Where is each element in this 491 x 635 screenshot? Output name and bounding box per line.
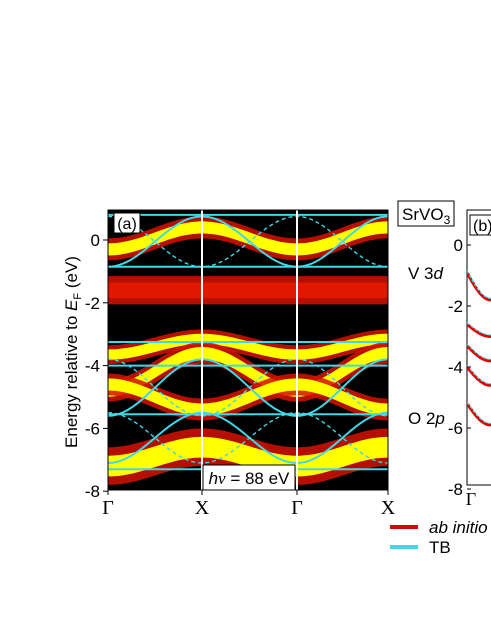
y-axis-b: 0 -2 -4 -6 -8 [448, 236, 471, 499]
tb-curve-b [467, 401, 491, 424]
panel-b-label-box [469, 214, 491, 236]
tb-band-dashed-V3d [108, 215, 388, 268]
y-tick-label-b: -4 [448, 358, 463, 377]
panel-b-curves [467, 270, 491, 427]
ab-initio-curve [467, 271, 491, 302]
o2p-band-1 [108, 333, 388, 360]
o2p-band-3 [108, 378, 388, 416]
panel-a-label-box [113, 212, 141, 234]
ab-initio-curve [467, 344, 491, 363]
compound-label-box [397, 200, 455, 227]
photon-energy-box [202, 464, 296, 491]
o2p-band-4 [108, 436, 388, 477]
ab-initio-curve [467, 323, 491, 338]
y-tick-label-b: -2 [448, 297, 463, 316]
x-tick-label: Γ [291, 497, 303, 519]
v3d-annotation: V 3d [408, 264, 444, 283]
y-tick-label: -8 [85, 482, 100, 501]
tb-band-dashed-O2p-lower [108, 412, 388, 464]
o2p-annotation: O 2p [408, 409, 445, 428]
y-tick-label-b: -6 [448, 419, 463, 438]
ab-initio-curve [467, 366, 491, 387]
legend-label-tb: TB [429, 538, 451, 557]
legend-label-ab-initio: ab initio [429, 518, 488, 537]
panel-a-label: (a) [117, 216, 137, 233]
x-tick-label: X [381, 497, 396, 519]
tb-curve-b [467, 365, 491, 385]
arpes-intensity-map [108, 216, 388, 485]
incoherent-band [108, 282, 388, 298]
y-tick-label-b: 0 [454, 236, 463, 255]
x-tick-label: X [195, 497, 210, 519]
tb-band-O2p-lower [108, 411, 388, 464]
ab-initio-curve [467, 402, 491, 427]
legend: ab initio TB [390, 518, 488, 557]
y-tick-label: -6 [85, 419, 100, 438]
y-tick-label-b: -8 [448, 480, 463, 499]
panel-b-label: (b) [473, 218, 491, 235]
panel-b-x-tick-gamma: Γ [466, 489, 476, 509]
panel-a: 0 -2 -4 -6 -8 Γ X Γ X (a) hν = 88 eV [85, 209, 396, 519]
y-tick-label: -4 [85, 357, 100, 376]
tb-curve-b [467, 343, 491, 360]
panel-b: (b) 0 -2 -4 -6 -8 Γ [448, 209, 491, 509]
x-tick-label: Γ [102, 497, 114, 519]
tb-curve-b [467, 322, 491, 336]
tb-band-V3d [108, 215, 388, 268]
v3d-band [108, 221, 388, 256]
y-axis-title: Energy relative to EF (eV) [62, 256, 84, 448]
compound-label: SrVO3 [402, 205, 451, 227]
photon-energy-label: hν = 88 eV [209, 469, 290, 488]
y-axis-a: 0 -2 -4 -6 -8 [85, 231, 108, 501]
y-tick-label: 0 [91, 231, 100, 250]
y-tick-label: -2 [85, 294, 100, 313]
